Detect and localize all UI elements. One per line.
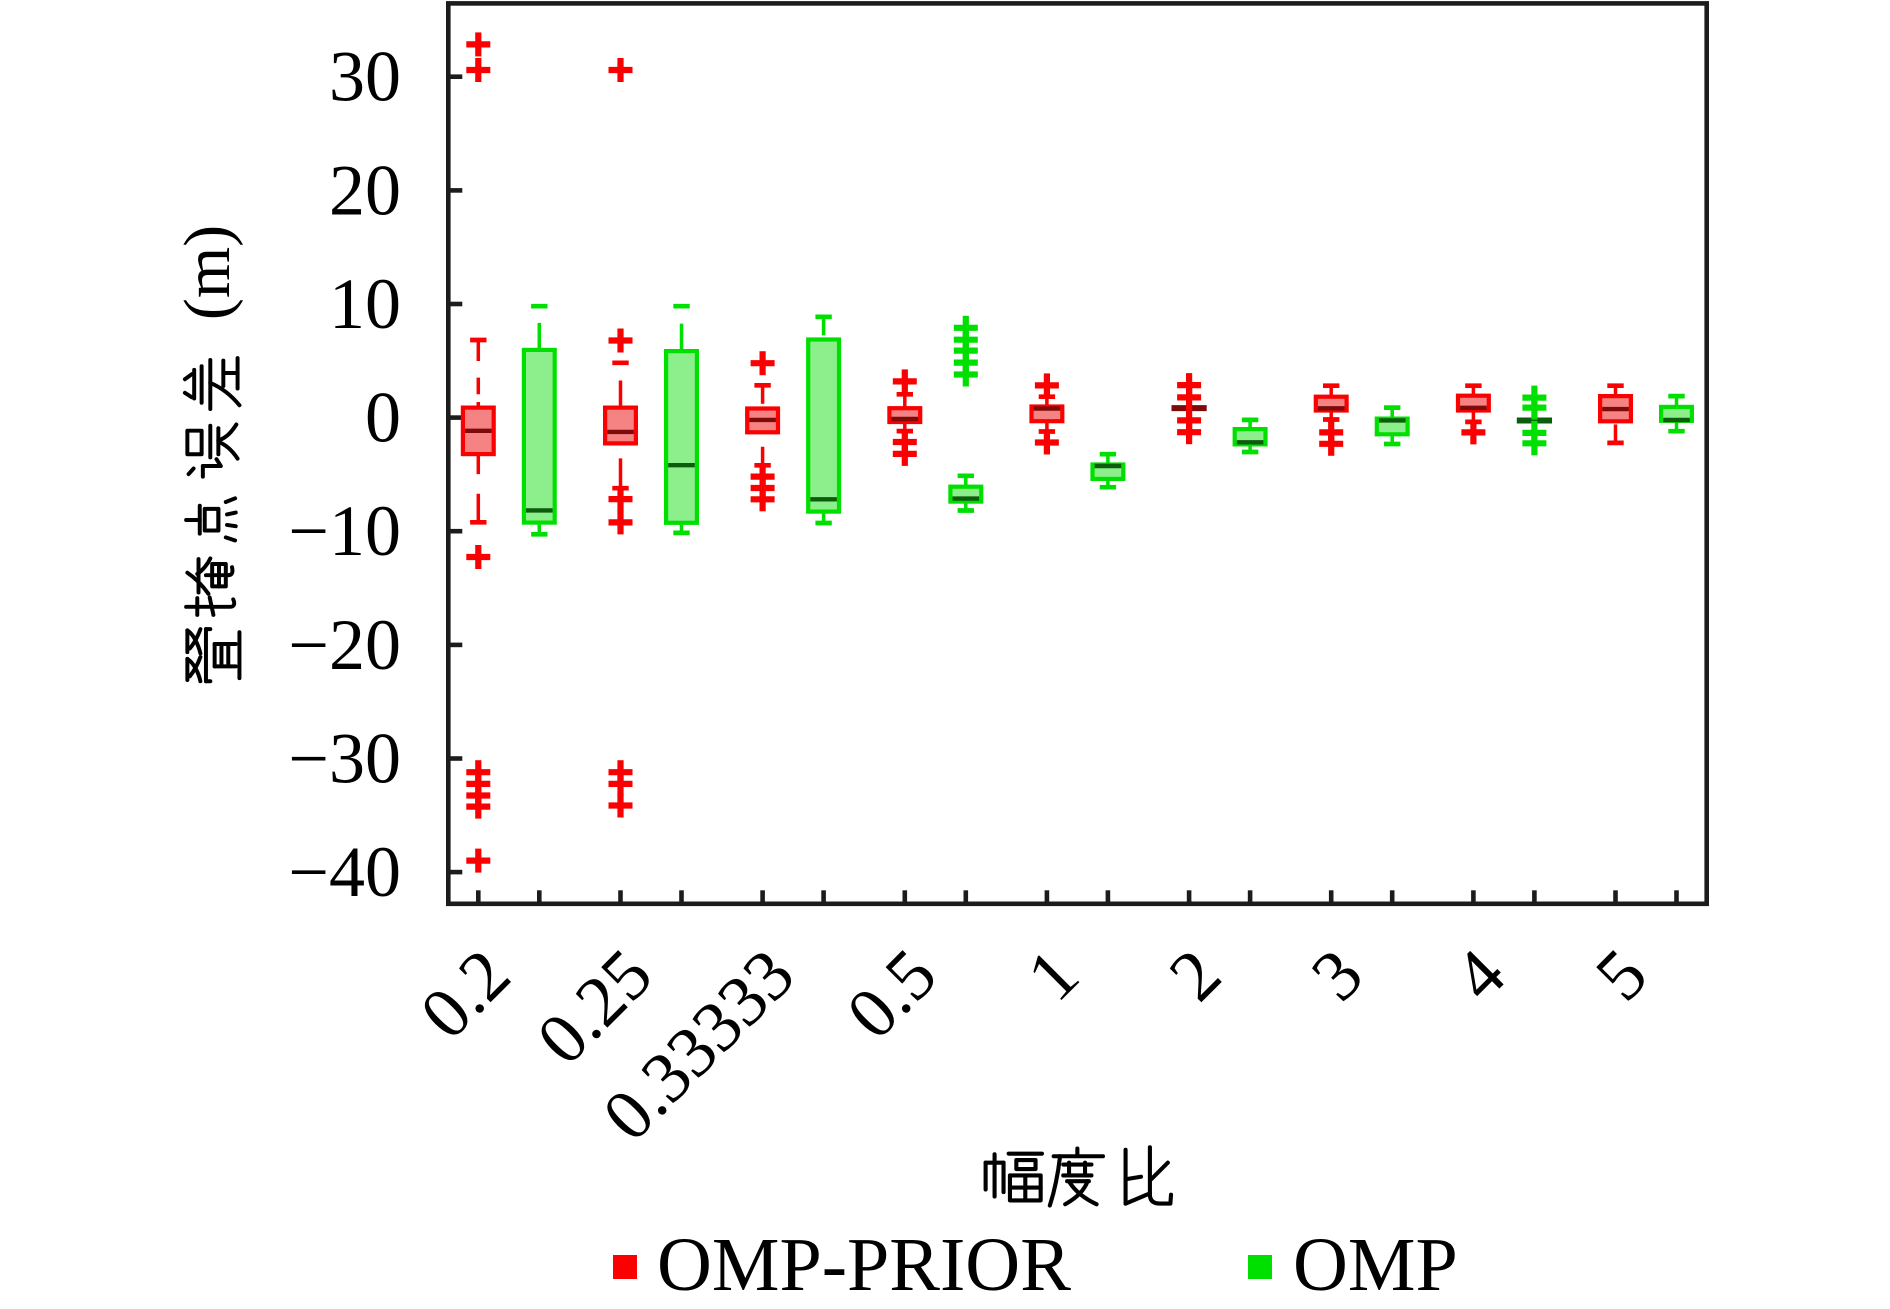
svg-text:20: 20 <box>329 150 401 230</box>
svg-text:−40: −40 <box>288 832 401 912</box>
svg-text:OMP: OMP <box>1293 1223 1458 1307</box>
svg-text:0: 0 <box>365 378 401 458</box>
svg-text:−10: −10 <box>288 491 401 571</box>
svg-text:−20: −20 <box>288 605 401 685</box>
svg-text:−30: −30 <box>288 719 401 799</box>
svg-text:OMP-PRIOR: OMP-PRIOR <box>657 1223 1071 1307</box>
svg-text:(m): (m) <box>171 225 244 320</box>
svg-text:30: 30 <box>329 37 401 117</box>
svg-text:10: 10 <box>329 264 401 344</box>
